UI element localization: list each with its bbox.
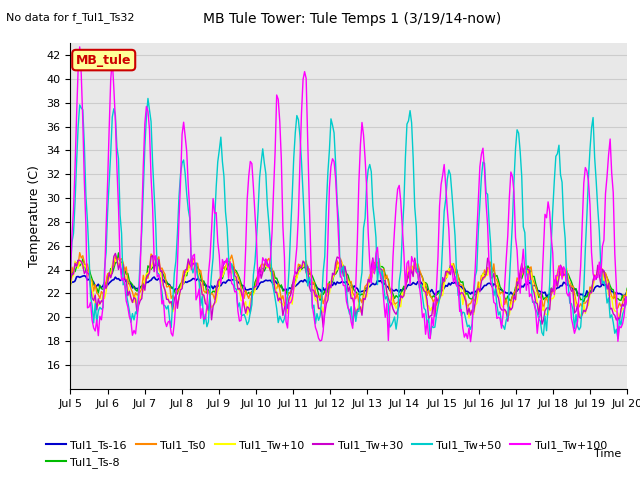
Tul1_Tw+30 xyxy=(111,251,119,256)
Tul1_Ts0 xyxy=(623,288,631,293)
Tul1_Ts-8 xyxy=(595,267,603,273)
Tul1_Tw+10 xyxy=(465,315,473,321)
Tul1_Tw+50 xyxy=(312,321,319,326)
Tul1_Tw+50 xyxy=(234,304,242,310)
Tul1_Tw+10 xyxy=(312,297,319,303)
Tul1_Tw+50 xyxy=(262,170,269,176)
Tul1_Ts-16 xyxy=(234,280,242,286)
Tul1_Tw+30 xyxy=(623,294,631,300)
Tul1_Tw+10 xyxy=(262,263,269,269)
Line: Tul1_Ts-16: Tul1_Ts-16 xyxy=(70,276,627,297)
Line: Tul1_Ts0: Tul1_Ts0 xyxy=(70,252,627,310)
Tul1_Ts-16 xyxy=(595,284,603,290)
Tul1_Tw+10 xyxy=(67,283,74,289)
Tul1_Tw+10 xyxy=(110,255,118,261)
Tul1_Tw+10 xyxy=(136,296,144,301)
Tul1_Tw+50 xyxy=(253,236,260,241)
Tul1_Ts-8 xyxy=(67,276,74,282)
Tul1_Tw+100 xyxy=(136,267,144,273)
Tul1_Ts-8 xyxy=(312,282,319,288)
Tul1_Ts-8 xyxy=(234,271,242,277)
Y-axis label: Temperature (C): Temperature (C) xyxy=(28,165,41,267)
Tul1_Ts-16 xyxy=(253,286,260,292)
Tul1_Tw+100 xyxy=(467,339,474,345)
Tul1_Ts0 xyxy=(312,289,319,295)
Tul1_Tw+50 xyxy=(135,288,143,294)
Tul1_Tw+100 xyxy=(262,257,269,263)
Tul1_Ts-8 xyxy=(580,299,588,305)
Tul1_Ts-8 xyxy=(115,250,122,256)
Tul1_Ts-16 xyxy=(262,277,269,283)
Tul1_Tw+30 xyxy=(595,273,603,278)
Tul1_Ts-16 xyxy=(136,284,144,290)
Tul1_Tw+30 xyxy=(67,278,74,284)
Tul1_Tw+100 xyxy=(595,259,603,265)
Line: Tul1_Tw+100: Tul1_Tw+100 xyxy=(70,47,627,342)
Tul1_Ts0 xyxy=(234,274,242,279)
Tul1_Tw+100 xyxy=(76,44,84,50)
Tul1_Tw+100 xyxy=(234,308,242,314)
Line: Tul1_Tw+10: Tul1_Tw+10 xyxy=(70,258,627,318)
Tul1_Ts0 xyxy=(67,279,74,285)
Tul1_Tw+30 xyxy=(234,287,242,292)
Text: No data for f_Tul1_Ts32: No data for f_Tul1_Ts32 xyxy=(6,12,135,23)
Text: Time: Time xyxy=(593,449,621,459)
Tul1_Ts-16 xyxy=(623,288,631,294)
Tul1_Ts-16 xyxy=(312,282,319,288)
Tul1_Ts0 xyxy=(76,250,84,255)
Tul1_Tw+50 xyxy=(623,295,631,300)
Tul1_Ts-8 xyxy=(262,265,269,271)
Tul1_Ts0 xyxy=(136,289,144,295)
Tul1_Ts0 xyxy=(540,307,547,313)
Tul1_Tw+30 xyxy=(319,324,327,330)
Tul1_Ts0 xyxy=(262,261,269,267)
Line: Tul1_Tw+50: Tul1_Tw+50 xyxy=(70,98,627,338)
Tul1_Tw+50 xyxy=(67,269,74,275)
Tul1_Tw+100 xyxy=(623,302,631,308)
Tul1_Tw+30 xyxy=(312,294,319,300)
Tul1_Tw+30 xyxy=(253,283,260,288)
Tul1_Ts0 xyxy=(253,277,260,283)
Tul1_Tw+50 xyxy=(614,336,621,341)
Line: Tul1_Ts-8: Tul1_Ts-8 xyxy=(70,253,627,302)
Tul1_Ts-8 xyxy=(136,285,144,291)
Line: Tul1_Tw+30: Tul1_Tw+30 xyxy=(70,253,627,327)
Tul1_Tw+100 xyxy=(67,273,74,278)
Tul1_Tw+100 xyxy=(253,238,260,243)
Legend: Tul1_Ts-16, Tul1_Ts-8, Tul1_Ts0, Tul1_Tw+10, Tul1_Tw+30, Tul1_Tw+50, Tul1_Tw+100: Tul1_Ts-16, Tul1_Ts-8, Tul1_Ts0, Tul1_Tw… xyxy=(42,436,612,472)
Tul1_Ts-8 xyxy=(253,276,260,281)
Tul1_Tw+100 xyxy=(312,324,319,330)
Tul1_Ts-16 xyxy=(67,281,74,287)
Tul1_Tw+50 xyxy=(144,96,152,101)
Tul1_Tw+30 xyxy=(262,256,269,262)
Tul1_Tw+50 xyxy=(594,205,602,211)
Tul1_Tw+30 xyxy=(136,298,144,303)
Tul1_Tw+10 xyxy=(595,268,603,274)
Tul1_Ts0 xyxy=(595,264,603,270)
Tul1_Tw+10 xyxy=(623,288,631,294)
Tul1_Ts-8 xyxy=(623,286,631,291)
Text: MB Tule Tower: Tule Temps 1 (3/19/14-now): MB Tule Tower: Tule Temps 1 (3/19/14-now… xyxy=(203,12,501,26)
Tul1_Tw+10 xyxy=(234,287,242,293)
Tul1_Ts-16 xyxy=(81,273,88,278)
Tul1_Ts-16 xyxy=(543,294,550,300)
Tul1_Tw+10 xyxy=(253,282,260,288)
Text: MB_tule: MB_tule xyxy=(76,54,131,67)
